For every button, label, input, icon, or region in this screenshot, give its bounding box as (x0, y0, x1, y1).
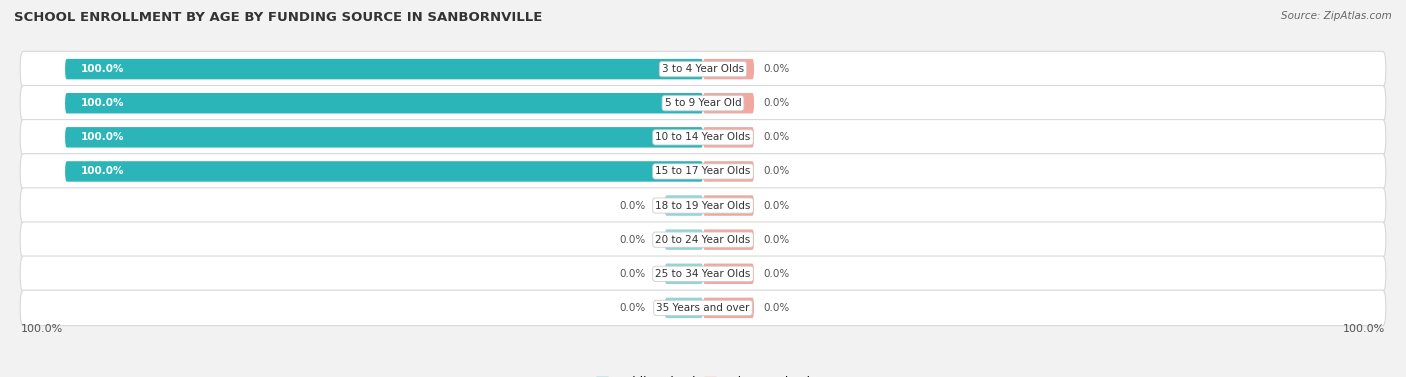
Text: 0.0%: 0.0% (763, 234, 790, 245)
Text: 0.0%: 0.0% (763, 64, 790, 74)
Text: 10 to 14 Year Olds: 10 to 14 Year Olds (655, 132, 751, 143)
FancyBboxPatch shape (20, 188, 1386, 223)
Text: 100.0%: 100.0% (1343, 324, 1385, 334)
FancyBboxPatch shape (703, 264, 754, 284)
FancyBboxPatch shape (703, 298, 754, 318)
Text: 0.0%: 0.0% (763, 166, 790, 176)
FancyBboxPatch shape (20, 51, 1386, 87)
Text: 0.0%: 0.0% (763, 98, 790, 108)
FancyBboxPatch shape (65, 59, 703, 79)
FancyBboxPatch shape (20, 154, 1386, 189)
Text: 20 to 24 Year Olds: 20 to 24 Year Olds (655, 234, 751, 245)
Text: 100.0%: 100.0% (82, 98, 125, 108)
FancyBboxPatch shape (65, 127, 703, 147)
Text: 100.0%: 100.0% (82, 166, 125, 176)
Text: 100.0%: 100.0% (82, 132, 125, 143)
Text: 15 to 17 Year Olds: 15 to 17 Year Olds (655, 166, 751, 176)
FancyBboxPatch shape (703, 127, 754, 147)
FancyBboxPatch shape (20, 256, 1386, 291)
Text: 100.0%: 100.0% (21, 324, 63, 334)
Text: 0.0%: 0.0% (763, 132, 790, 143)
FancyBboxPatch shape (20, 120, 1386, 155)
FancyBboxPatch shape (665, 230, 703, 250)
FancyBboxPatch shape (20, 86, 1386, 121)
Text: 0.0%: 0.0% (763, 303, 790, 313)
Text: 5 to 9 Year Old: 5 to 9 Year Old (665, 98, 741, 108)
Text: 0.0%: 0.0% (619, 303, 645, 313)
FancyBboxPatch shape (703, 59, 754, 79)
Text: 0.0%: 0.0% (763, 269, 790, 279)
Text: 18 to 19 Year Olds: 18 to 19 Year Olds (655, 201, 751, 211)
FancyBboxPatch shape (703, 161, 754, 182)
FancyBboxPatch shape (20, 290, 1386, 326)
Text: 3 to 4 Year Olds: 3 to 4 Year Olds (662, 64, 744, 74)
Text: 0.0%: 0.0% (619, 234, 645, 245)
Text: 0.0%: 0.0% (619, 201, 645, 211)
Text: SCHOOL ENROLLMENT BY AGE BY FUNDING SOURCE IN SANBORNVILLE: SCHOOL ENROLLMENT BY AGE BY FUNDING SOUR… (14, 11, 543, 24)
FancyBboxPatch shape (665, 264, 703, 284)
FancyBboxPatch shape (665, 298, 703, 318)
FancyBboxPatch shape (65, 93, 703, 113)
FancyBboxPatch shape (20, 222, 1386, 257)
Text: Source: ZipAtlas.com: Source: ZipAtlas.com (1281, 11, 1392, 21)
FancyBboxPatch shape (703, 195, 754, 216)
Text: 0.0%: 0.0% (619, 269, 645, 279)
FancyBboxPatch shape (65, 161, 703, 182)
Text: 35 Years and over: 35 Years and over (657, 303, 749, 313)
Text: 25 to 34 Year Olds: 25 to 34 Year Olds (655, 269, 751, 279)
Legend: Public School, Private School: Public School, Private School (596, 376, 810, 377)
FancyBboxPatch shape (665, 195, 703, 216)
FancyBboxPatch shape (703, 230, 754, 250)
FancyBboxPatch shape (703, 93, 754, 113)
Text: 100.0%: 100.0% (82, 64, 125, 74)
Text: 0.0%: 0.0% (763, 201, 790, 211)
